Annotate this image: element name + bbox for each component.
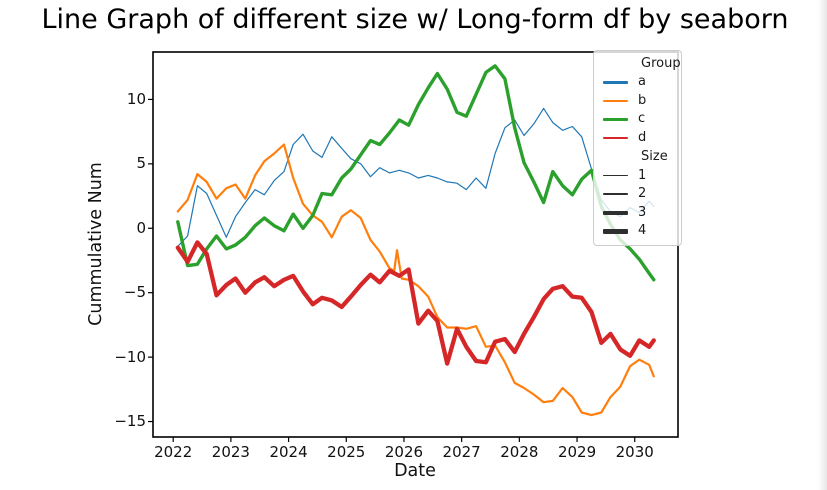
x-tick-label: 2025 — [327, 443, 366, 461]
legend-item-group-d: d — [603, 129, 677, 148]
chart-title: Line Graph of different size w/ Long-for… — [41, 4, 789, 35]
legend-item-label: a — [638, 74, 646, 90]
y-tick-label: 10 — [126, 89, 146, 108]
legend-line-swatch — [603, 229, 628, 234]
y-tick-label: 0 — [136, 218, 146, 237]
x-tick-label: 2024 — [269, 443, 308, 461]
legend-item-size-2: 2 — [603, 185, 677, 204]
legend-line-swatch — [603, 99, 628, 103]
x-tick-label: 2028 — [500, 443, 539, 461]
x-axis-label: Date — [394, 461, 436, 481]
legend-size-items: 1 2 3 4 — [603, 166, 677, 240]
legend-item-label: 3 — [638, 204, 647, 220]
legend-item-label: d — [638, 130, 647, 146]
x-tick-label: 2030 — [615, 443, 654, 461]
x-tick-label: 2029 — [557, 443, 597, 461]
legend-item-label: c — [638, 111, 646, 127]
legend-group-title: Group — [641, 56, 681, 71]
series-b-line — [176, 143, 655, 417]
y-tick-label: −10 — [114, 347, 146, 366]
y-tick-label: −15 — [114, 412, 146, 431]
legend-item-label: 4 — [638, 223, 647, 239]
x-tick-label: 2023 — [211, 443, 250, 461]
x-tick-label: 2026 — [384, 443, 424, 461]
legend-item-size-3: 3 — [603, 204, 677, 223]
legend-item-label: 2 — [638, 186, 647, 202]
screenshot-edge-strip — [818, 0, 827, 490]
y-tick-label: 5 — [136, 154, 146, 173]
legend-item-size-4: 4 — [603, 222, 677, 241]
legend-size-title: Size — [641, 149, 668, 165]
legend-item-label: 1 — [638, 167, 647, 183]
series-a-line — [177, 107, 655, 247]
legend-item-group-b: b — [603, 92, 677, 111]
legend-line-swatch — [603, 174, 628, 177]
x-tick-label: 2022 — [154, 443, 193, 461]
legend-item-label: b — [638, 92, 647, 108]
legend-line-swatch — [603, 81, 628, 84]
legend-line-swatch — [603, 211, 628, 215]
legend-item-group-c: c — [603, 110, 677, 129]
x-tick-label: 2027 — [442, 443, 481, 461]
legend-item-size-1: 1 — [603, 166, 677, 185]
y-axis-label: Cummulative Num — [86, 162, 106, 326]
legend-item-group-a: a — [603, 73, 677, 92]
legend-line-swatch — [603, 193, 628, 196]
legend-line-swatch — [603, 118, 628, 121]
legend-line-swatch — [603, 136, 628, 140]
y-tick-label: −5 — [123, 283, 146, 302]
series-d-line — [175, 240, 656, 366]
series-c-line — [176, 64, 656, 282]
